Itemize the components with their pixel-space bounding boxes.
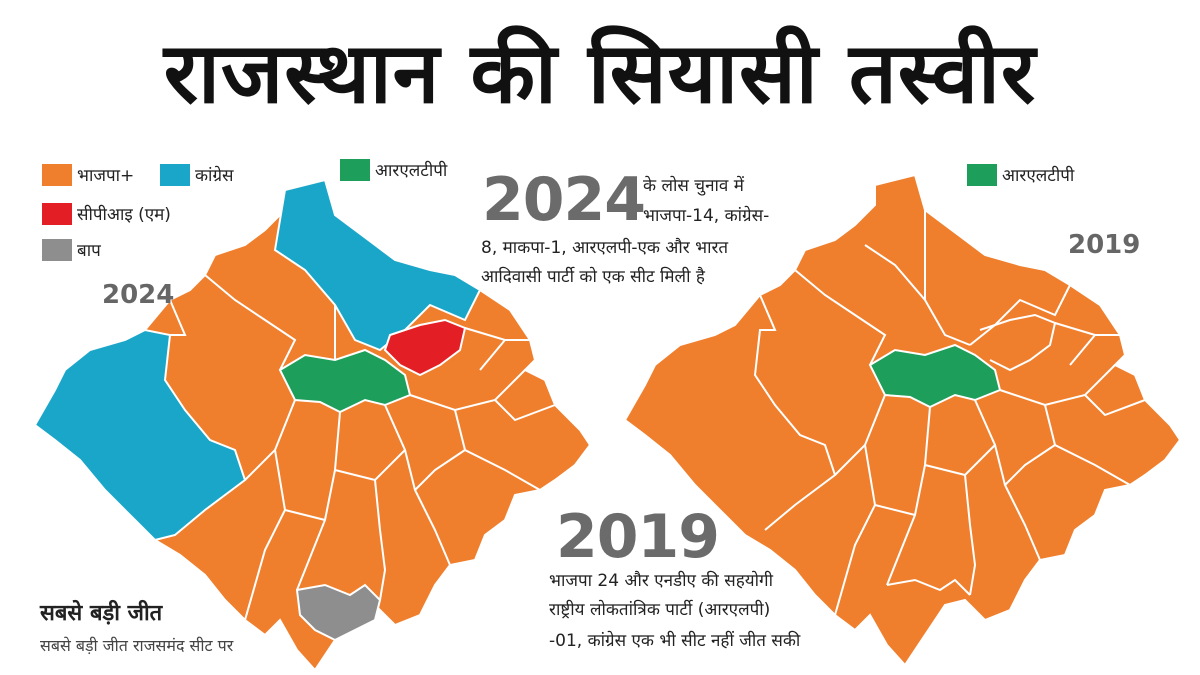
biggest-win-text: सबसे बड़ी जीत राजसमंद सीट पर xyxy=(40,636,234,655)
swatch-rlp-2024 xyxy=(340,158,370,181)
constituency-lines-2024 xyxy=(169,274,556,621)
swatch-rlp-2019 xyxy=(967,163,997,186)
info-2024-line1: के लोस चुनाव में xyxy=(643,176,744,196)
legend-label-bjp: भाजपा+ xyxy=(77,166,135,186)
legend-rlp-2019: आरएलटीपी xyxy=(967,163,1074,186)
map-year-2024: 2024 xyxy=(102,280,175,310)
constituency-lines-2019 xyxy=(753,210,1146,616)
info-2024-line4: आदिवासी पार्टी को एक सीट मिली है xyxy=(481,267,705,287)
region-congress-north xyxy=(273,178,482,352)
region-congress-west xyxy=(33,328,247,542)
legend-cpim: सीपीआइ (एम) xyxy=(42,202,171,225)
info-2019-line3: -01, कांग्रेस एक भी सीट नहीं जीत सकी xyxy=(549,631,801,651)
info-2019-line1: भाजपा 24 और एनडीए की सहयोगी xyxy=(549,571,773,591)
info-2024-year: 2024 xyxy=(482,165,646,235)
legend-rlp-2024: आरएलटीपी xyxy=(340,158,447,181)
map-2019 xyxy=(623,173,1182,667)
swatch-bjp xyxy=(42,163,72,186)
info-2024-line3: 8, माकपा-1, आरएलपी-एक और भारत xyxy=(481,238,729,258)
page-title: राजस्थान की सियासी तस्वीर xyxy=(163,24,1037,122)
region-bjp-2019 xyxy=(623,173,1182,667)
swatch-cpim xyxy=(42,202,72,225)
swatch-bap xyxy=(42,238,72,261)
legend-bap: बाप xyxy=(42,238,101,261)
legend-congress: कांग्रेस xyxy=(160,163,234,186)
legend-label-rlp-2019: आरएलटीपी xyxy=(1002,166,1075,186)
legend-label-bap: बाप xyxy=(77,241,101,261)
legend-label-rlp-2024: आरएलटीपी xyxy=(375,161,448,181)
info-2024-line2: भाजपा-14, कांग्रेस- xyxy=(643,206,770,226)
legend-label-cpim: सीपीआइ (एम) xyxy=(77,205,171,225)
region-cpim xyxy=(383,318,467,377)
biggest-win-heading: सबसे बड़ी जीत xyxy=(40,601,163,626)
map-year-2019: 2019 xyxy=(1068,230,1141,260)
legend-label-congress: कांग्रेस xyxy=(195,166,234,186)
info-2019-year: 2019 xyxy=(556,502,720,572)
region-bap xyxy=(295,583,382,642)
info-2019-line2: राष्ट्रीय लोकतांत्रिक पार्टी (आरएलपी) xyxy=(549,600,771,620)
legend-bjp: भाजपा+ xyxy=(42,163,134,186)
map-2024 xyxy=(33,178,592,672)
swatch-congress xyxy=(160,163,190,186)
